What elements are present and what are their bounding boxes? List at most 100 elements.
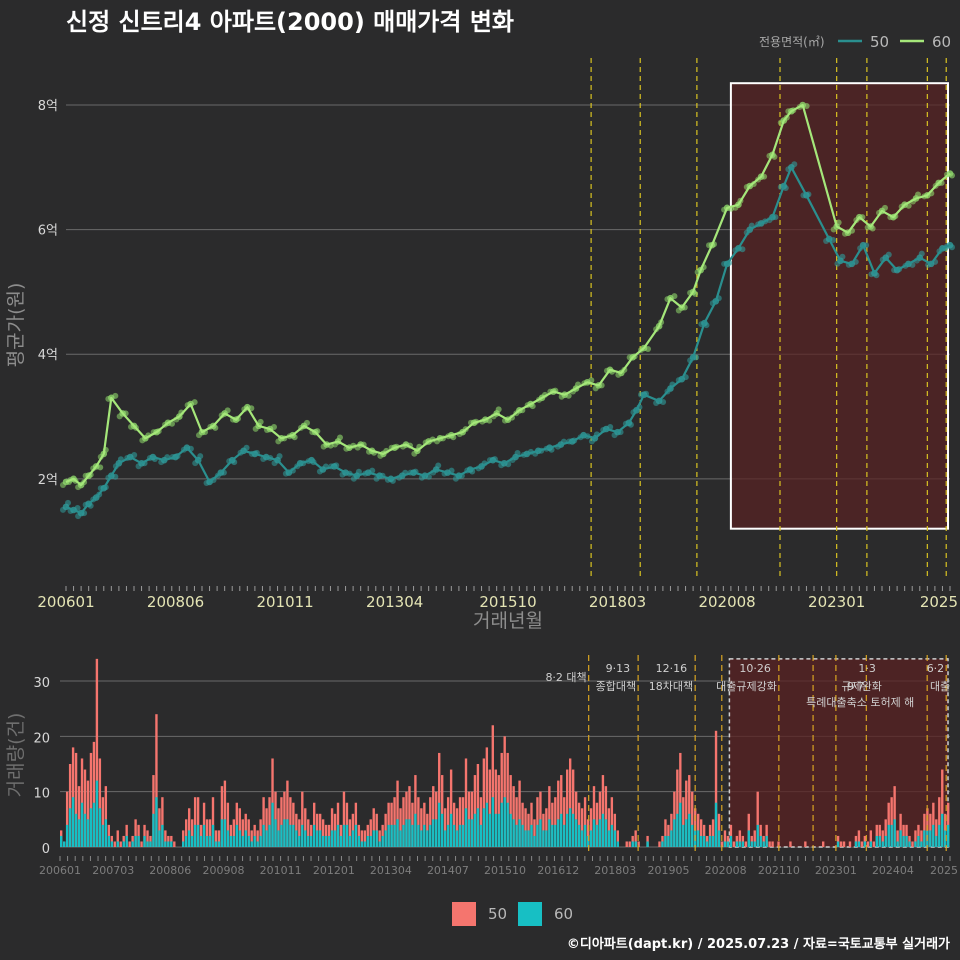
volume-bar-50 [571, 769, 575, 847]
price-line-60 [65, 103, 951, 487]
volume-bar-50 [688, 775, 691, 847]
price-x-tick-label: 201510 [479, 593, 536, 611]
volume-bar-50 [438, 752, 441, 847]
volume-bar-60 [574, 819, 578, 847]
volume-bar-50 [691, 791, 694, 847]
volume-bar-50 [277, 808, 280, 847]
volume-bar-50 [158, 808, 161, 847]
volume-bar-50 [586, 819, 590, 847]
volume-bar-60 [71, 797, 75, 847]
volume-bar-50 [232, 819, 236, 847]
volume-bar-60 [920, 841, 923, 847]
volume-bar-50 [822, 841, 825, 847]
volume-bar-50 [321, 819, 325, 847]
price-point-60 [112, 392, 119, 399]
volume-bar-50 [119, 841, 122, 847]
price-x-tick-label: 200601 [37, 593, 94, 611]
volume-bar-60 [164, 841, 167, 847]
policy-date-label: 6·2 [927, 662, 945, 675]
volume-bar-60 [601, 813, 605, 847]
volume-bar-60 [304, 830, 307, 847]
volume-bar-50 [848, 841, 852, 847]
volume-bar-60 [753, 841, 756, 847]
price-point-60 [588, 377, 595, 384]
price-point-60 [337, 434, 343, 441]
volume-bar-60 [708, 835, 712, 847]
volume-bar-50 [738, 830, 742, 847]
price-point-50 [271, 460, 278, 467]
volume-bar-50 [449, 769, 453, 847]
volume-bar-60 [479, 824, 483, 847]
price-y-tick-label: 2억 [38, 473, 58, 488]
volume-bar-60 [80, 802, 84, 847]
chart-title: 신정 신트리4 아파트(2000) 매매가격 변화 [66, 8, 514, 36]
volume-bar-60 [77, 819, 81, 847]
volume-bar-50 [116, 830, 119, 847]
price-point-50 [369, 467, 376, 474]
volume-bar-60 [762, 841, 765, 847]
volume-bar-50 [554, 797, 557, 847]
price-point-50 [243, 444, 250, 451]
volume-bar-60 [68, 808, 72, 847]
volume-bar-60 [679, 802, 682, 847]
volume-bar-60 [542, 830, 545, 847]
volume-bar-60 [521, 824, 524, 847]
price-point-60 [60, 481, 66, 488]
price-point-50 [839, 253, 846, 260]
price-y-tick-label: 6억 [38, 224, 58, 239]
volume-bar-60 [527, 830, 530, 847]
volume-bar-50 [500, 752, 503, 847]
volume-bar-60 [941, 813, 944, 847]
price-point-50 [660, 398, 667, 405]
price-point-50 [355, 468, 362, 475]
volume-bar-60 [470, 819, 474, 847]
volume-bar-60 [646, 841, 649, 847]
volume-bar-60 [464, 808, 468, 847]
volume-bar-60 [545, 830, 548, 847]
volume-bar-50 [866, 841, 870, 847]
volume-bar-60 [673, 819, 676, 847]
volume-bar-60 [369, 835, 372, 847]
volume-bar-50 [164, 830, 167, 847]
volume-bar-50 [548, 786, 551, 847]
volume-bar-50 [607, 808, 611, 847]
volume-bar-60 [461, 824, 465, 847]
volume-bar-50 [259, 819, 262, 847]
volume-bar-60 [441, 813, 444, 847]
volume-bar-60 [756, 824, 759, 847]
volume-bar-50 [128, 841, 131, 847]
volume-bar-60 [393, 824, 396, 847]
volume-bar-50 [301, 791, 304, 847]
volume-bar-60 [503, 797, 506, 847]
volume-bar-60 [182, 841, 185, 847]
volume-bar-50 [369, 819, 372, 847]
volume-bar-60 [408, 819, 411, 847]
price-point-60 [75, 484, 82, 491]
volume-bar-60 [750, 841, 753, 847]
volume-bar-50 [402, 797, 405, 847]
volume-bar-60 [759, 835, 762, 847]
volume-bar-50 [488, 769, 492, 847]
volume-bar-60 [235, 824, 238, 847]
price-point-60 [675, 307, 682, 314]
volume-bar-50 [461, 797, 465, 847]
volume-bar-60 [506, 802, 509, 847]
volume-bar-60 [327, 835, 331, 847]
volume-bar-60 [223, 819, 227, 847]
price-point-60 [495, 406, 502, 413]
volume-bar-50 [220, 786, 224, 847]
volume-bar-60 [86, 819, 90, 847]
volume-bar-50 [685, 780, 688, 847]
volume-bar-60 [458, 824, 462, 847]
bottom-legend-label-60: 60 [554, 905, 573, 923]
volume-bar-50 [414, 775, 417, 847]
volume-bar-60 [438, 802, 441, 847]
price-point-60 [671, 293, 678, 300]
volume-bar-50 [74, 752, 78, 847]
volume-bar-50 [842, 841, 846, 847]
price-point-60 [915, 191, 921, 198]
volume-bar-50 [393, 797, 396, 847]
volume-bar-60 [887, 824, 890, 847]
volume-bar-60 [696, 830, 700, 847]
